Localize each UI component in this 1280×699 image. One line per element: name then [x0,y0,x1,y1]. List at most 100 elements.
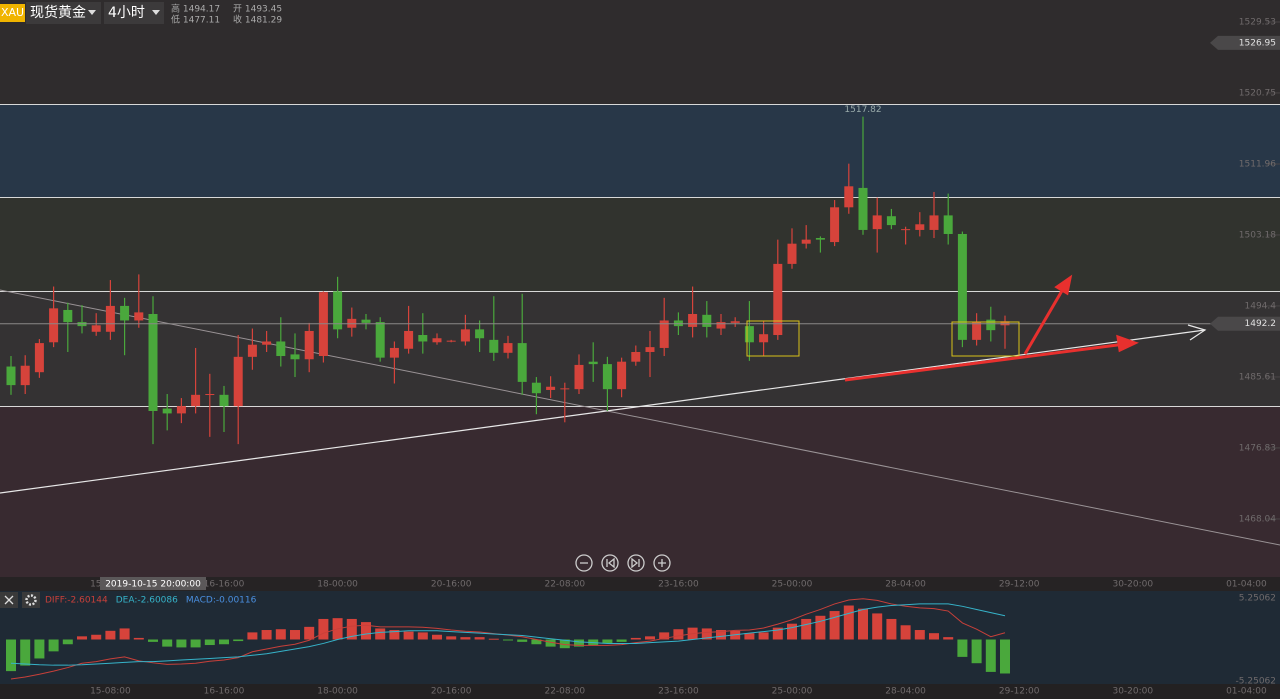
peak-label: 1517.82 [844,105,881,115]
y-tick-label: 1476.83 [1239,443,1276,453]
icon [631,557,640,569]
candle-body [531,382,541,394]
x-tick-label: 20-16:00 [431,687,472,697]
y-tick-label: -5.25062 [1236,677,1276,687]
legend-entry: DEA:-2.60086 [116,596,178,606]
candle-body [233,356,243,407]
macd-bar [148,639,158,642]
macd-bar [275,629,286,640]
icon [606,557,615,569]
candle-body [901,229,911,231]
macd-bar [701,628,712,640]
macd-bar [1000,639,1010,674]
candle-body [986,319,996,331]
candle-body [120,305,130,321]
x-tick-label: 25-00:00 [772,687,813,697]
x-tick-label: 20-16:00 [431,580,472,590]
candle-body [333,291,343,330]
candle-body [759,334,769,343]
macd-bar [971,639,982,664]
arrow-head [1187,324,1207,341]
candle-body [872,215,882,230]
candle-body [503,343,513,353]
close: 收 1481.29 [233,14,282,26]
symbol: XAU [1,6,24,19]
candle-body [929,215,939,230]
candle-body [34,343,44,373]
candle-body [247,344,257,357]
candle-body [20,365,30,386]
period-select[interactable] [104,2,164,24]
candle-body [574,364,584,390]
macd-bar [417,632,428,640]
candle-body [957,233,967,340]
candle-body [915,224,925,230]
candle-body [191,394,201,407]
macd-bar [531,639,542,645]
crosshair-time: 2019-10-15 20:00:00 [105,580,201,590]
dropdown [152,10,160,15]
price-tag-label: 1526.95 [1239,38,1276,48]
settings-button[interactable] [22,592,40,608]
macd-bar [716,630,726,640]
candle-body [290,354,300,360]
time-axis [0,684,1280,699]
candle-body [446,340,456,342]
candle-body [105,305,115,332]
arrows [844,274,1139,382]
candle-body [63,309,73,323]
candle-body [389,347,399,358]
macd-bar [460,637,471,640]
candle-body [418,335,428,342]
candle-body [148,313,158,411]
macd-bar [474,637,485,640]
macd-bar [375,628,386,640]
x-tick-label: 15-08:00 [90,687,131,697]
legend-entry: DIFF:-2.60144 [45,596,108,606]
macd-bar [985,639,996,672]
y-tick-label: 1494.4 [1245,301,1277,311]
symbol-select[interactable] [26,2,101,24]
x-tick-label: 16-16:00 [204,687,245,697]
macd-bar [616,639,627,642]
macd-bar [801,618,812,640]
x-tick-label: 18-00:00 [317,687,358,697]
macd-bar [432,634,442,640]
macd-bar [261,630,272,640]
macd-bar [346,618,357,640]
x-tick-label: 16-16:00 [204,580,245,590]
first[interactable] [601,554,619,572]
last[interactable] [627,554,645,572]
x-tick-label: 01-04:00 [1226,687,1267,697]
candle-body [688,313,698,327]
zoom-out[interactable] [575,554,593,572]
symbol-badge[interactable] [0,4,25,22]
macd-bar [77,636,87,640]
candle-body [659,320,669,348]
x-tick-label: 30-20:00 [1112,580,1153,590]
macd-bar [290,630,300,640]
plot: 1529.53 1520.75 1511.96 1503.18 1494.4 1485.6… [0,17,1280,697]
candle-body [546,386,556,390]
candle-body [361,319,371,323]
icon [25,594,37,606]
trend-line [0,329,1206,494]
price-tag [1210,35,1280,50]
macd-bar [403,631,414,640]
x-tick-label: 22-08:00 [544,580,585,590]
candle-body [6,366,16,386]
macd-bar [602,639,613,644]
price-tag-label: 1492.2 [1245,319,1277,329]
macd-bar [503,639,513,641]
macd-bar [829,611,840,640]
band [0,104,1280,197]
band [0,406,1280,577]
candle-body [475,329,485,339]
macd-bar [247,632,258,640]
zoom-in[interactable] [653,554,671,572]
x-tick-label: 29-12:00 [999,580,1040,590]
macd-bar [389,630,400,640]
high: 高 1494.17 [171,3,220,15]
candle-body [631,351,641,362]
